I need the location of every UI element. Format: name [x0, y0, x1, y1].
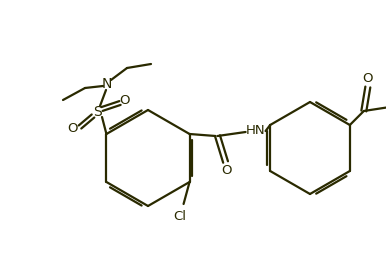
Text: N: N	[102, 77, 112, 91]
Text: O: O	[362, 71, 373, 85]
Text: S: S	[93, 105, 102, 119]
Text: Cl: Cl	[173, 211, 186, 224]
Text: O: O	[119, 94, 129, 107]
Text: O: O	[68, 122, 78, 135]
Text: HN: HN	[246, 124, 266, 137]
Text: O: O	[221, 165, 232, 178]
